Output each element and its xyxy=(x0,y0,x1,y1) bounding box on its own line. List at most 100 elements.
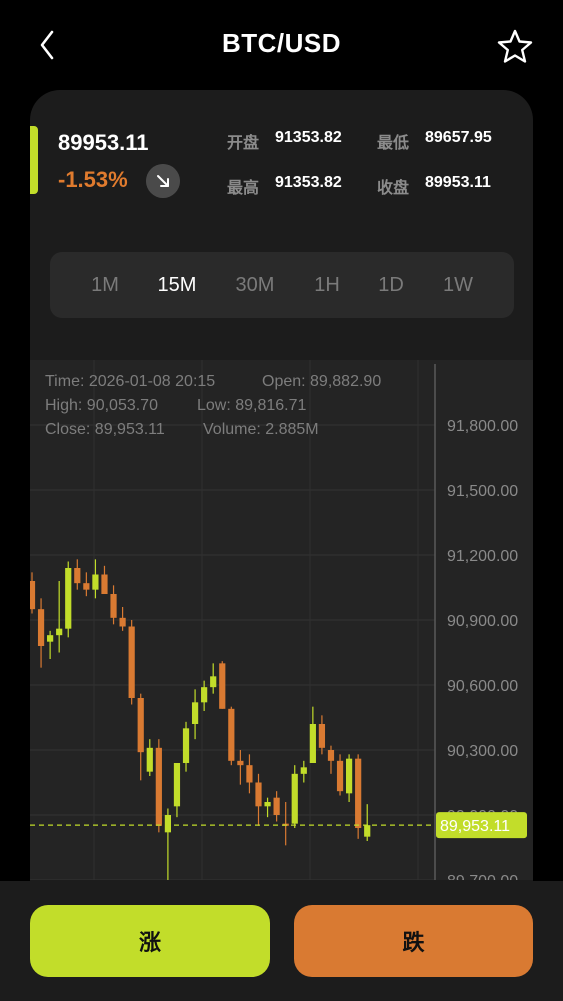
candle xyxy=(228,706,235,766)
candle-body xyxy=(182,728,190,763)
tab-1m[interactable]: 1M xyxy=(91,274,119,296)
price-indicator-bar xyxy=(30,126,38,194)
candlestick-chart[interactable]: 91,800.00 91,500.00 91,200.00 90,900.00 90,6… xyxy=(30,360,533,890)
candle xyxy=(264,797,271,818)
candle xyxy=(182,721,190,772)
tab-15m[interactable]: 15M xyxy=(157,274,197,296)
y-tick-label: 90,600.00 xyxy=(447,678,518,695)
current-price-badge xyxy=(436,812,527,839)
candle-body xyxy=(83,583,90,590)
candle-body xyxy=(30,581,36,610)
candle-body xyxy=(291,773,298,824)
chevron-left-icon[interactable] xyxy=(34,28,64,62)
candle-body xyxy=(92,574,99,590)
current-price: 89953.11 xyxy=(58,130,149,155)
candle xyxy=(318,715,326,755)
candle xyxy=(282,802,289,846)
info-high: High: 90,053.70 xyxy=(45,397,158,414)
y-tick-label: 89,700.00 xyxy=(447,873,518,880)
candle-body xyxy=(327,750,335,761)
tab-1d[interactable]: 1D xyxy=(378,274,404,296)
candle-body xyxy=(273,797,280,815)
candle xyxy=(65,561,72,638)
chart-canvas[interactable]: 91,800.00 91,500.00 91,200.00 90,900.00 90,6… xyxy=(30,360,533,890)
y-tick-label: 90,900.00 xyxy=(447,613,518,630)
candle xyxy=(327,745,335,774)
candle xyxy=(237,750,244,785)
candle xyxy=(110,585,117,625)
candle xyxy=(56,581,63,653)
tab-1w[interactable]: 1W xyxy=(443,274,473,296)
candle-body xyxy=(56,628,63,636)
stat-open-label: 开盘 xyxy=(227,135,260,152)
candle xyxy=(210,663,217,694)
candle xyxy=(201,680,208,711)
candle xyxy=(309,706,316,763)
stat-close-value: 89953.11 xyxy=(425,174,491,191)
top-bar: BTC/USD xyxy=(0,0,563,90)
candle-body xyxy=(119,617,126,627)
candle-body xyxy=(101,574,108,594)
stat-low-label: 最低 xyxy=(377,135,410,152)
candle-body xyxy=(164,815,171,833)
candle-body xyxy=(219,663,226,709)
action-bar: 涨 跌 xyxy=(0,881,563,1001)
page-title: BTC/USD xyxy=(221,28,342,58)
candle-body xyxy=(173,763,181,807)
candle xyxy=(146,739,153,776)
candle-body xyxy=(146,747,153,772)
candle xyxy=(173,763,181,818)
candle-body xyxy=(364,825,371,837)
buy-up-button[interactable]: 涨 xyxy=(30,905,270,977)
candle xyxy=(37,598,45,668)
market-card: 89953.11 -1.53% 开盘 91353.82 最低 89657.95 … xyxy=(30,90,533,1001)
candle-body xyxy=(37,609,45,646)
candle xyxy=(83,572,90,597)
candle xyxy=(119,607,126,631)
info-open: Open: 89,882.90 xyxy=(262,373,381,390)
candle xyxy=(155,739,162,833)
candle xyxy=(364,804,371,841)
candle-body xyxy=(110,594,117,618)
candle xyxy=(74,559,81,590)
candle-body xyxy=(47,635,54,642)
candle xyxy=(137,693,144,781)
candle-body xyxy=(74,568,81,584)
candle xyxy=(101,565,108,594)
sell-down-button[interactable]: 跌 xyxy=(294,905,533,977)
candle xyxy=(219,661,226,709)
info-low: Low: 89,816.71 xyxy=(197,397,307,414)
candle-body xyxy=(201,687,208,703)
candle-body xyxy=(128,626,135,698)
candle-body xyxy=(237,760,244,766)
candle xyxy=(355,754,362,839)
candle-body xyxy=(264,802,271,807)
stat-close-label: 收盘 xyxy=(377,180,410,197)
candle xyxy=(92,559,99,599)
current-price-label: 89,953.11 xyxy=(440,818,510,835)
interval-tabs: 1M 15M 30M 1H 1D 1W xyxy=(50,252,514,318)
stat-low-value: 89657.95 xyxy=(425,129,492,146)
candle-body xyxy=(336,760,344,792)
stat-high-value: 91353.82 xyxy=(275,174,342,191)
tab-30m[interactable]: 30M xyxy=(235,274,275,296)
candle xyxy=(273,791,280,822)
stat-open-value: 91353.82 xyxy=(275,129,342,146)
candle xyxy=(255,773,262,826)
tab-1h[interactable]: 1H xyxy=(314,274,340,296)
candle xyxy=(191,689,199,740)
stat-high-label: 最高 xyxy=(227,180,260,197)
candle-body xyxy=(300,767,307,774)
y-tick-label: 91,800.00 xyxy=(447,418,518,435)
candle xyxy=(300,760,307,783)
y-tick-label: 91,500.00 xyxy=(447,483,518,500)
candle-body xyxy=(155,747,162,826)
candle-body xyxy=(191,702,199,724)
candle-body xyxy=(228,708,235,761)
candle xyxy=(47,630,54,659)
candle-body xyxy=(210,676,217,688)
candle xyxy=(346,754,353,802)
info-close: Close: 89,953.11 xyxy=(45,421,165,438)
star-icon[interactable] xyxy=(496,28,534,64)
candle xyxy=(336,754,344,796)
